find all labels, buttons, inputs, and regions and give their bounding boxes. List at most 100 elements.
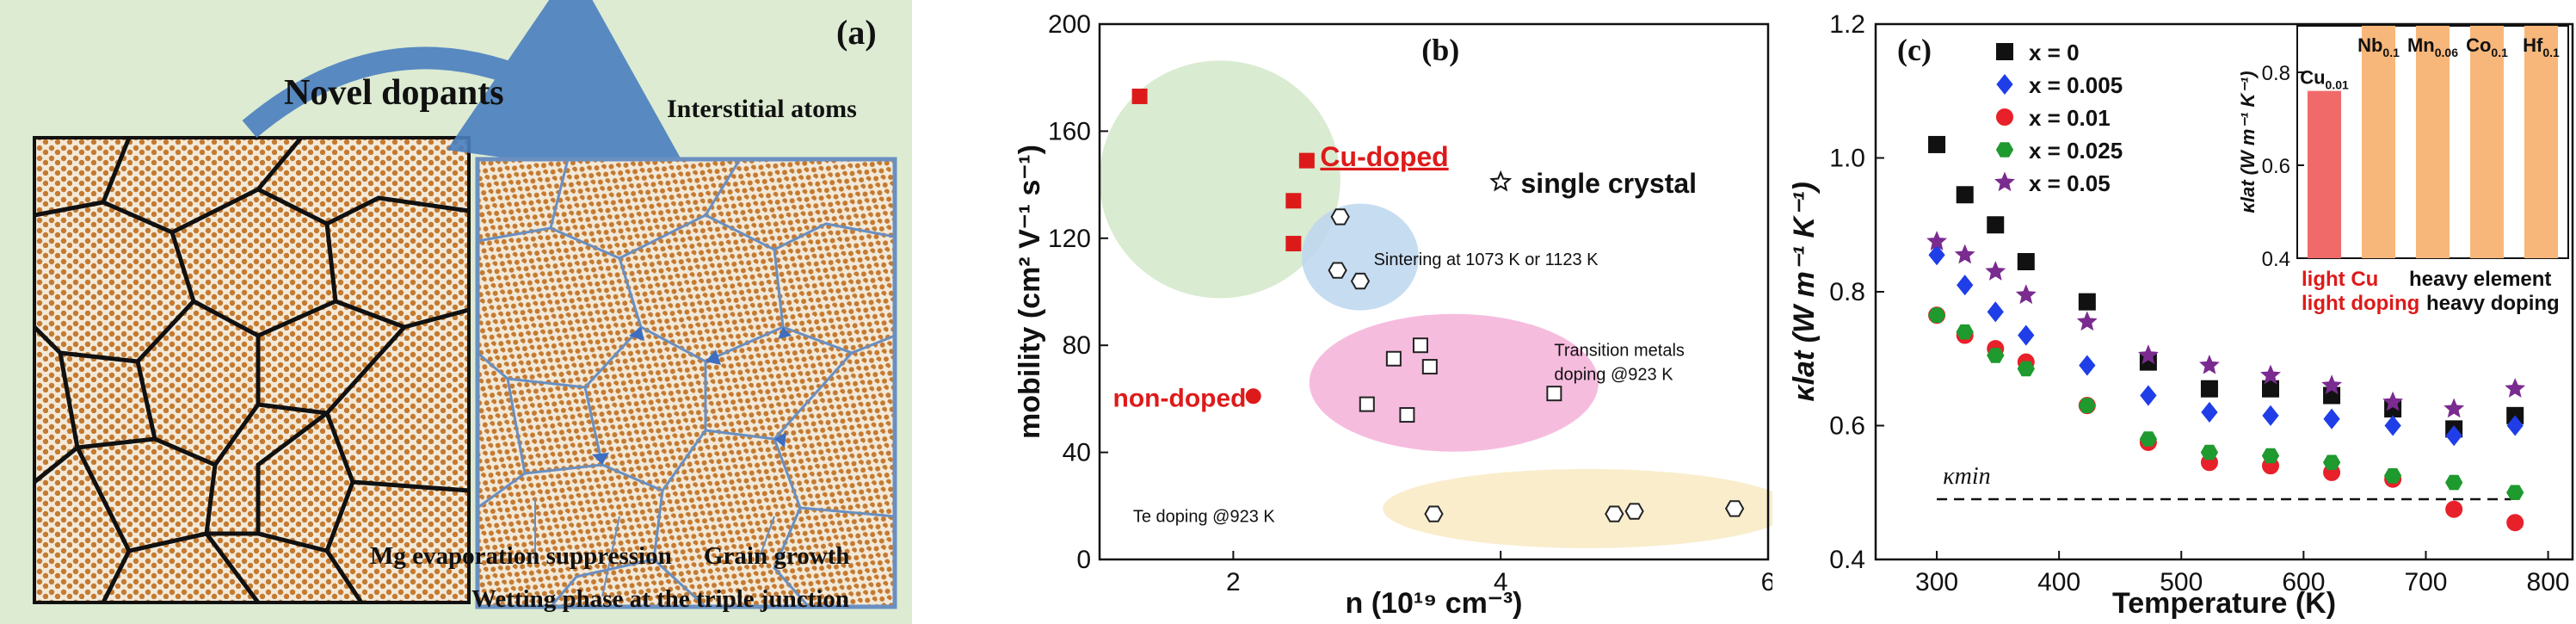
- panel-b-label: (b): [1421, 33, 1459, 67]
- legend-label-x-0-01: x = 0.01: [2029, 105, 2111, 131]
- y-tick-label: 0.8: [1829, 278, 1865, 306]
- x-tick-label: 4: [1494, 568, 1508, 596]
- inset-note-light-doping: light doping: [2302, 292, 2419, 315]
- wetting-phase-label: Wetting phase at the triple junction: [471, 585, 850, 613]
- y-axis-label: κlat (W m⁻¹ K⁻¹): [1788, 182, 1821, 401]
- legend-label-x-0-05: x = 0.05: [2029, 170, 2111, 196]
- point-x-0-05: [2321, 374, 2343, 395]
- x-tick-label: 800: [2527, 568, 2570, 596]
- plot-frame: [1098, 22, 1770, 561]
- x-tick-label: 6: [1761, 568, 1772, 596]
- point-x-0-025: [2445, 474, 2463, 491]
- y-tick-label: 160: [1048, 117, 1091, 145]
- point-x-0-025: [1987, 348, 2005, 363]
- point-x-0-05: [2015, 284, 2037, 305]
- non-doped-annotation: non-doped: [1113, 385, 1247, 413]
- point-x-0-005: [2140, 385, 2157, 406]
- interstitial-atoms-label: Interstitial atoms: [667, 95, 857, 123]
- kappa-min-label: κmin: [1943, 463, 1990, 490]
- inset-note-heavy-doping: heavy doping: [2426, 292, 2560, 315]
- legend-label-x-0: x = 0: [2029, 40, 2080, 65]
- kappa-lat-scatter-plot: 0.4 0.6 0.8 1.0 1.2 300 400 500 600 700 800 Tempera…: [1788, 10, 2574, 620]
- te-doping-annotation: Te doping @923 K: [1133, 507, 1276, 526]
- point-x-0-05: [1954, 244, 1975, 264]
- legend-marker-x-0-025: [1995, 142, 2014, 158]
- point-x-0-025: [1956, 324, 1974, 340]
- point-x-0: [2200, 380, 2218, 398]
- inset-note-light-cu: light Cu: [2302, 268, 2378, 291]
- inset-y-tick-label: 0.6: [2262, 155, 2290, 178]
- point-x-0-01: [2445, 500, 2463, 518]
- point-x-0-005: [2445, 425, 2462, 447]
- grain-growth-label: Grain growth: [704, 542, 850, 570]
- point-x-0-005: [2384, 415, 2401, 436]
- transition-metals-annotation-line2: doping @923 K: [1554, 366, 1673, 385]
- hexagon-point: [1605, 505, 1624, 522]
- cu-doped-annotation: Cu-doped: [1320, 141, 1448, 172]
- point-x-0-005: [2506, 415, 2524, 436]
- inset-bar: [2524, 26, 2559, 258]
- point-x-0-025: [2200, 444, 2219, 460]
- mobility-scatter-plot: 0 40 80 120 160 200 2 4 6 n (10¹⁹ cm⁻³) mobility (…: [1014, 10, 1772, 620]
- panel-a-illustration: [33, 0, 897, 609]
- point-x-0: [2078, 293, 2096, 311]
- point-x-0: [1956, 186, 1974, 204]
- legend-label-x-0-025: x = 0.025: [2029, 138, 2123, 164]
- hexagon-point: [1424, 505, 1444, 522]
- cu-doped-region: [1099, 60, 1340, 299]
- x-tick-label: 300: [1915, 568, 1958, 596]
- x-tick-label: 2: [1226, 568, 1241, 596]
- inset-y-tick-label: 0.8: [2262, 62, 2290, 85]
- cu-doped-point: [1131, 88, 1148, 104]
- transition-metal-point: [1546, 386, 1562, 402]
- point-x-0-05: [2260, 364, 2281, 385]
- point-x-0-025: [2139, 431, 2158, 447]
- legend-marker-x-0-01: [1996, 108, 2013, 126]
- hexagon-point: [1328, 262, 1347, 279]
- single-crystal-marker: [1489, 170, 1513, 192]
- hexagon-point: [1330, 208, 1350, 226]
- y-tick-label: 0: [1076, 546, 1091, 574]
- point-x-0-025: [2506, 485, 2524, 500]
- non-doped-point: [1245, 388, 1261, 405]
- point-x-0-005: [2018, 324, 2035, 346]
- x-tick-label: 400: [2037, 568, 2080, 596]
- inset-bar-label: Nb0.1: [2357, 34, 2400, 59]
- y-tick-label: 0.6: [1829, 412, 1865, 441]
- inset-bar-label: Cu0.01: [2300, 67, 2349, 92]
- legend-marker-x-0: [1996, 43, 2013, 60]
- point-x-0-005: [2201, 401, 2218, 423]
- x-tick-label: 600: [2282, 568, 2325, 596]
- point-x-0-005: [1928, 244, 1945, 266]
- point-x-0-005: [2079, 355, 2096, 376]
- point-x-0-05: [2505, 378, 2526, 398]
- y-tick-label: 80: [1063, 331, 1091, 360]
- point-x-0-005: [2323, 408, 2340, 429]
- point-x-0: [1987, 216, 2005, 234]
- y-axis-label: mobility (cm² V⁻¹ s⁻¹): [1014, 145, 1046, 439]
- legend-marker-x-0-005: [1996, 73, 2013, 96]
- hexagon-point: [1624, 503, 1644, 520]
- novel-dopants-title: Novel dopants: [284, 73, 504, 113]
- point-x-0-05: [2444, 398, 2465, 418]
- hexagon-point: [1724, 500, 1745, 517]
- panel-c-kappa-chart: 0.4 0.6 0.8 1.0 1.2 300 400 500 600 700 800 Tempera…: [1772, 0, 2576, 624]
- point-x-0-025: [1927, 307, 1946, 323]
- point-x-0-005: [1987, 301, 2004, 323]
- x-tick-label: 500: [2160, 568, 2203, 596]
- inset-bar: [2307, 90, 2342, 258]
- panel-b-mobility-chart: 0 40 80 120 160 200 2 4 6 n (10¹⁹ cm⁻³) mobility (…: [998, 0, 1772, 624]
- point-x-0: [2262, 380, 2279, 398]
- x-tick-label: 700: [2404, 568, 2447, 596]
- inset-y-axis-label: κlat (W m⁻¹ K⁻¹): [2237, 71, 2259, 213]
- transition-metals-annotation-line1: Transition metals: [1554, 342, 1685, 361]
- hexagon-point: [1350, 272, 1371, 290]
- mg-evaporation-label: Mg evaporation suppression: [370, 542, 672, 570]
- point-x-0-05: [1926, 231, 1948, 250]
- transition-metals-region: [1309, 313, 1599, 452]
- transition-metal-point: [1359, 396, 1375, 412]
- point-x-0-025: [2383, 468, 2402, 484]
- point-x-0-05: [2076, 311, 2098, 331]
- point-x-0-025: [2017, 361, 2035, 377]
- cu-doped-point: [1285, 236, 1302, 252]
